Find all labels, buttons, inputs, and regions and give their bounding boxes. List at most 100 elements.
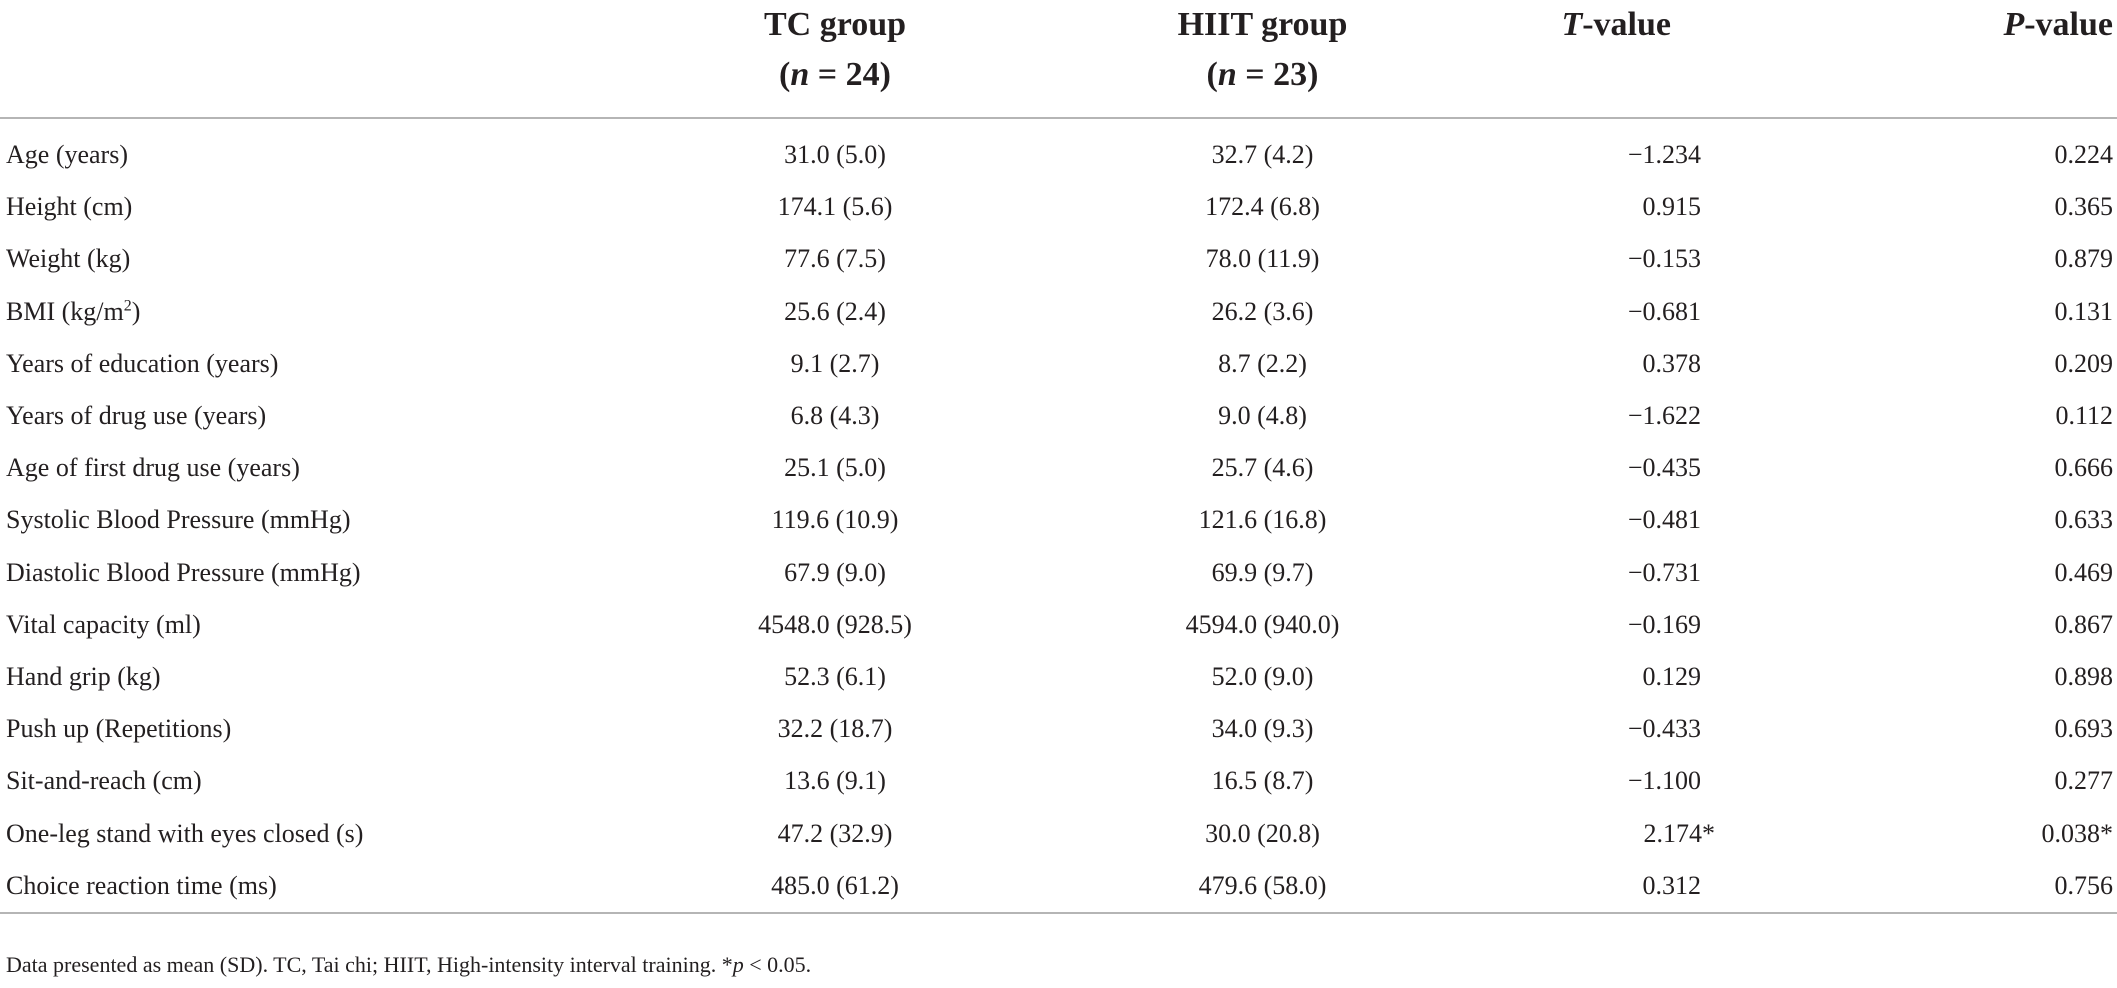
table-row: Choice reaction time (ms) 485.0 (61.2) 479… [0, 859, 2117, 914]
spacer-row [0, 118, 2117, 129]
data-table-container: TC group (n = 24) HIIT group (n = 23) T-… [0, 0, 2117, 914]
hiit-value: 69.9 (9.7) [1211, 557, 1314, 587]
t-value: −0.481 [1627, 505, 1701, 535]
hiit-value: 479.6 (58.0) [1040, 859, 1485, 914]
hiit-value: 78.0 (11.9) [1205, 244, 1320, 274]
tc-value: 6.8 (4.3) [790, 401, 880, 431]
header-t-value: T-value [1485, 0, 1797, 119]
row-label: Diastolic Blood Pressure (mmHg) [6, 557, 361, 587]
p-value: 0.224 [2054, 140, 2114, 170]
row-label: Vital capacity (ml) [6, 609, 201, 639]
t-value: 2.174* [1643, 818, 1716, 848]
row-label: Age (years) [6, 140, 128, 170]
p-value: 0.666 [2054, 453, 2114, 483]
table-row: Hand grip (kg) 52.3 (6.1) 52.0 (9.0) 0.129 0… [0, 651, 2117, 703]
tc-value: 47.2 (32.9) [777, 818, 893, 848]
tc-value: 9.1 (2.7) [790, 348, 880, 378]
table-row: Diastolic Blood Pressure (mmHg) 67.9 (9.0… [0, 547, 2117, 599]
header-p-value: P-value [1797, 0, 2117, 119]
hiit-value: 9.0 (4.8) [1218, 401, 1307, 431]
hiit-value: 4594.0 (940.0) [1185, 609, 1340, 639]
p-value: 0.898 [2054, 661, 2114, 691]
row-label: Choice reaction time (ms) [0, 859, 630, 914]
tc-value: 13.6 (9.1) [784, 766, 886, 796]
table-row: Weight (kg) 77.6 (7.5) 78.0 (11.9) −0.153 0.… [0, 233, 2117, 285]
tc-value: 4548.0 (928.5) [758, 609, 912, 639]
table-row: Years of education (years) 9.1 (2.7) 8.7 (… [0, 338, 2117, 390]
table-row: Push up (Repetitions) 32.2 (18.7) 34.0 (9.… [0, 703, 2117, 755]
tc-value: 25.1 (5.0) [784, 453, 886, 483]
hiit-value: 26.2 (3.6) [1211, 296, 1314, 326]
table-row: Age of first drug use (years) 25.1 (5.0) 2… [0, 442, 2117, 494]
row-label: One-leg stand with eyes closed (s) [6, 818, 364, 848]
header-tc-group: TC group (n = 24) [630, 0, 1040, 119]
table-row: Systolic Blood Pressure (mmHg) 119.6 (10.… [0, 494, 2117, 546]
table-row: Height (cm) 174.1 (5.6) 172.4 (6.8) 0.915 0.… [0, 181, 2117, 233]
hiit-value: 52.0 (9.0) [1211, 661, 1314, 691]
hiit-value: 32.7 (4.2) [1211, 140, 1314, 170]
t-value: −0.731 [1627, 557, 1701, 587]
t-value: −1.100 [1627, 766, 1701, 796]
table-row: Vital capacity (ml) 4548.0 (928.5) 4594.0 … [0, 599, 2117, 651]
t-value: −0.681 [1627, 296, 1701, 326]
header-row: TC group (n = 24) HIIT group (n = 23) T-… [0, 0, 2117, 119]
p-value: 0.633 [2054, 505, 2114, 535]
row-label: Push up (Repetitions) [6, 714, 232, 744]
row-label: Sit-and-reach (cm) [6, 766, 202, 796]
t-value: −0.169 [1627, 609, 1701, 639]
hiit-value: 30.0 (20.8) [1205, 818, 1320, 848]
hiit-value: 8.7 (2.2) [1218, 348, 1307, 378]
row-label: Hand grip (kg) [6, 661, 161, 691]
table-row: Sit-and-reach (cm) 13.6 (9.1) 16.5 (8.7) −1… [0, 755, 2117, 807]
p-value: 0.693 [2054, 714, 2114, 744]
p-value: 0.112 [2055, 401, 2113, 431]
tc-value: 52.3 (6.1) [784, 661, 886, 691]
hiit-value: 34.0 (9.3) [1211, 714, 1314, 744]
t-value: −0.153 [1627, 244, 1701, 274]
header-tc-n: (n = 24) [779, 56, 891, 93]
tc-value: 119.6 (10.9) [771, 505, 899, 535]
row-label: Age of first drug use (years) [6, 453, 300, 483]
table-row: Age (years) 31.0 (5.0) 32.7 (4.2) −1.234 0.2… [0, 129, 2117, 181]
t-value: 0.312 [1485, 859, 1797, 914]
t-value: 0.378 [1642, 348, 1702, 378]
hiit-value: 25.7 (4.6) [1211, 453, 1314, 483]
tc-value: 25.6 (2.4) [784, 296, 886, 326]
table-row: BMI (kg/m2) 25.6 (2.4) 26.2 (3.6) −0.681 0.1… [0, 286, 2117, 338]
tc-value: 32.2 (18.7) [777, 714, 893, 744]
baseline-characteristics-table: TC group (n = 24) HIIT group (n = 23) T-… [0, 0, 2117, 914]
header-tc-title: TC group [763, 6, 907, 43]
row-label: Systolic Blood Pressure (mmHg) [6, 505, 351, 535]
t-value: −0.435 [1627, 453, 1701, 483]
hiit-value: 121.6 (16.8) [1198, 505, 1327, 535]
table-row: Years of drug use (years) 6.8 (4.3) 9.0 (4… [0, 390, 2117, 442]
t-value: 0.915 [1642, 192, 1702, 222]
p-value: 0.277 [2054, 766, 2114, 796]
row-label: Height (cm) [6, 192, 133, 222]
p-value: 0.365 [2054, 192, 2114, 222]
tc-value: 485.0 (61.2) [630, 859, 1040, 914]
t-value: 0.129 [1642, 661, 1702, 691]
header-hiit-n: (n = 23) [1206, 56, 1319, 93]
table-body: Age (years) 31.0 (5.0) 32.7 (4.2) −1.234 0.2… [0, 118, 2117, 914]
header-hiit-title: HIIT group [1177, 6, 1348, 43]
t-value: −1.234 [1627, 140, 1701, 170]
p-value: 0.131 [2054, 296, 2114, 326]
row-label: BMI (kg/m2) [6, 296, 141, 326]
p-value: 0.867 [2054, 609, 2114, 639]
p-value: 0.038* [2041, 818, 2114, 848]
table-footnote: Data presented as mean (SD). TC, Tai chi… [6, 952, 812, 977]
hiit-value: 172.4 (6.8) [1205, 192, 1320, 222]
t-value: −0.433 [1627, 714, 1701, 744]
p-value: 0.209 [2054, 348, 2114, 378]
row-label: Years of education (years) [6, 348, 279, 378]
hiit-value: 16.5 (8.7) [1211, 766, 1314, 796]
p-value: 0.879 [2054, 244, 2114, 274]
p-value: 0.756 [1797, 859, 2117, 914]
p-value: 0.469 [2054, 557, 2114, 587]
header-hiit-group: HIIT group (n = 23) [1040, 0, 1485, 119]
table-header: TC group (n = 24) HIIT group (n = 23) T-… [0, 0, 2117, 119]
row-label: Years of drug use (years) [6, 401, 267, 431]
table-row: One-leg stand with eyes closed (s) 47.2 (… [0, 807, 2117, 859]
tc-value: 174.1 (5.6) [777, 192, 893, 222]
